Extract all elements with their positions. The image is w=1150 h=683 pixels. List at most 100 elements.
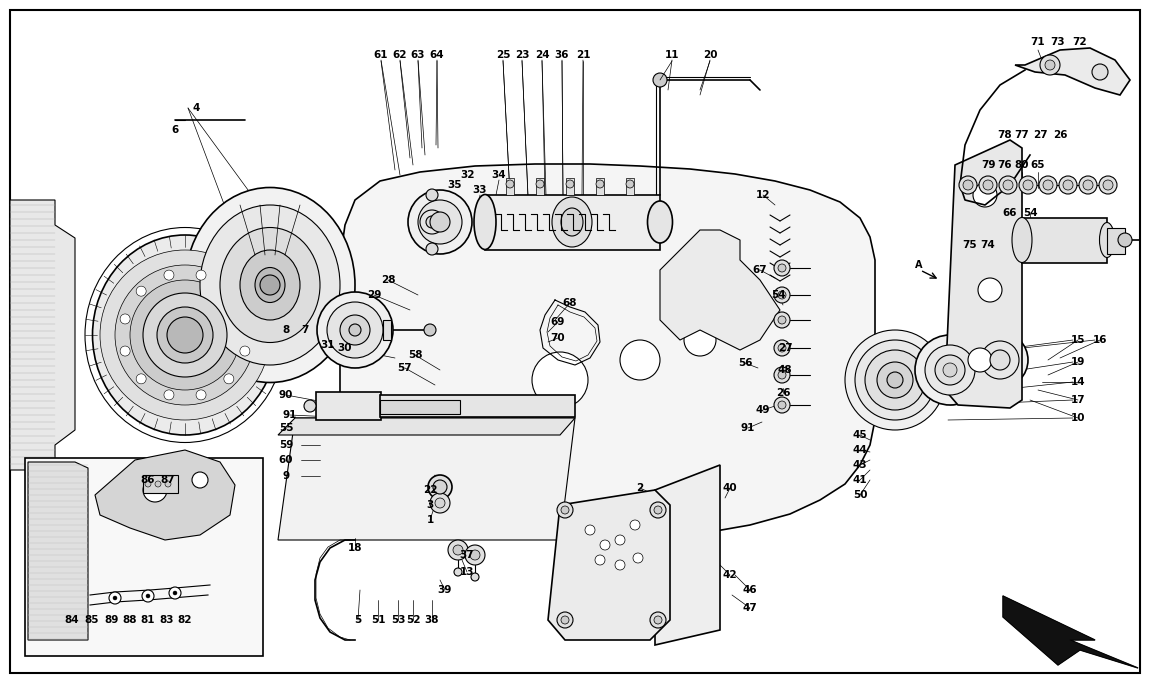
Circle shape	[978, 278, 1002, 302]
Circle shape	[536, 180, 544, 188]
Circle shape	[113, 596, 117, 600]
Text: 66: 66	[1003, 208, 1018, 218]
Circle shape	[327, 302, 383, 358]
Text: 54: 54	[770, 290, 785, 300]
Circle shape	[100, 250, 270, 420]
Text: 31: 31	[321, 340, 336, 350]
Text: 90: 90	[278, 390, 293, 400]
Circle shape	[650, 502, 666, 518]
Circle shape	[968, 348, 992, 372]
Polygon shape	[1015, 48, 1130, 95]
Text: 5: 5	[354, 615, 361, 625]
Ellipse shape	[92, 235, 277, 435]
Circle shape	[854, 340, 935, 420]
Circle shape	[1043, 180, 1053, 190]
Text: 16: 16	[1092, 335, 1107, 345]
Circle shape	[774, 260, 790, 276]
Bar	[596, 178, 604, 195]
Text: 20: 20	[703, 50, 718, 60]
Circle shape	[983, 180, 992, 190]
Text: 73: 73	[1051, 37, 1065, 47]
Text: 11: 11	[665, 50, 680, 60]
Text: 91: 91	[283, 410, 297, 420]
Text: 69: 69	[551, 317, 565, 327]
Circle shape	[779, 264, 785, 272]
Circle shape	[428, 475, 452, 499]
Text: 6: 6	[171, 125, 178, 135]
Circle shape	[1003, 180, 1013, 190]
Text: 85: 85	[85, 615, 99, 625]
Text: 7: 7	[301, 325, 308, 335]
Polygon shape	[1003, 596, 1138, 668]
Circle shape	[654, 506, 662, 514]
Text: 35: 35	[447, 180, 462, 190]
Text: 55: 55	[278, 423, 293, 433]
Polygon shape	[95, 450, 235, 540]
Circle shape	[1040, 55, 1060, 75]
Text: 56: 56	[738, 358, 752, 368]
Text: 26: 26	[776, 388, 790, 398]
Text: 25: 25	[496, 50, 511, 60]
Text: 24: 24	[535, 50, 550, 60]
Text: 89: 89	[105, 615, 120, 625]
Circle shape	[130, 280, 240, 390]
Text: 75: 75	[963, 240, 978, 250]
Text: 86: 86	[140, 475, 155, 485]
Circle shape	[1063, 180, 1073, 190]
Circle shape	[557, 502, 573, 518]
Text: 82: 82	[178, 615, 192, 625]
Bar	[380, 400, 460, 414]
Circle shape	[146, 594, 150, 598]
Circle shape	[164, 481, 171, 487]
Circle shape	[1103, 180, 1113, 190]
Polygon shape	[660, 230, 780, 350]
Circle shape	[981, 341, 1019, 379]
Text: 58: 58	[408, 350, 422, 360]
Circle shape	[972, 332, 1028, 388]
Circle shape	[887, 372, 903, 388]
Text: 51: 51	[370, 615, 385, 625]
Bar	[536, 178, 544, 195]
Ellipse shape	[200, 205, 340, 365]
Circle shape	[340, 315, 370, 345]
Text: 2: 2	[636, 483, 644, 493]
Text: 83: 83	[160, 615, 175, 625]
Text: 10: 10	[1071, 413, 1086, 423]
Text: 70: 70	[551, 333, 566, 343]
Circle shape	[417, 200, 462, 244]
Ellipse shape	[1099, 223, 1114, 257]
Circle shape	[434, 480, 447, 494]
Circle shape	[240, 346, 250, 356]
Text: 62: 62	[393, 50, 407, 60]
Text: 27: 27	[1033, 130, 1048, 140]
Circle shape	[973, 183, 997, 207]
Text: 19: 19	[1071, 357, 1086, 367]
Text: 84: 84	[64, 615, 79, 625]
Circle shape	[448, 540, 468, 560]
Text: 42: 42	[722, 570, 737, 580]
Circle shape	[1038, 176, 1057, 194]
Circle shape	[109, 592, 121, 604]
Circle shape	[506, 180, 514, 188]
Text: 49: 49	[756, 405, 771, 415]
Text: 59: 59	[278, 440, 293, 450]
Circle shape	[158, 307, 213, 363]
Circle shape	[317, 292, 393, 368]
Text: 54: 54	[1022, 208, 1037, 218]
Circle shape	[779, 401, 785, 409]
Circle shape	[1079, 176, 1097, 194]
Circle shape	[684, 324, 716, 356]
Circle shape	[1024, 180, 1033, 190]
Circle shape	[774, 312, 790, 328]
Circle shape	[774, 287, 790, 303]
Text: 34: 34	[492, 170, 506, 180]
Circle shape	[557, 612, 573, 628]
Text: 74: 74	[981, 240, 996, 250]
Text: 38: 38	[424, 615, 439, 625]
Circle shape	[472, 573, 480, 581]
Circle shape	[561, 616, 569, 624]
Ellipse shape	[552, 197, 592, 247]
Text: 8: 8	[283, 325, 290, 335]
Circle shape	[136, 374, 146, 384]
Text: 46: 46	[743, 585, 758, 595]
